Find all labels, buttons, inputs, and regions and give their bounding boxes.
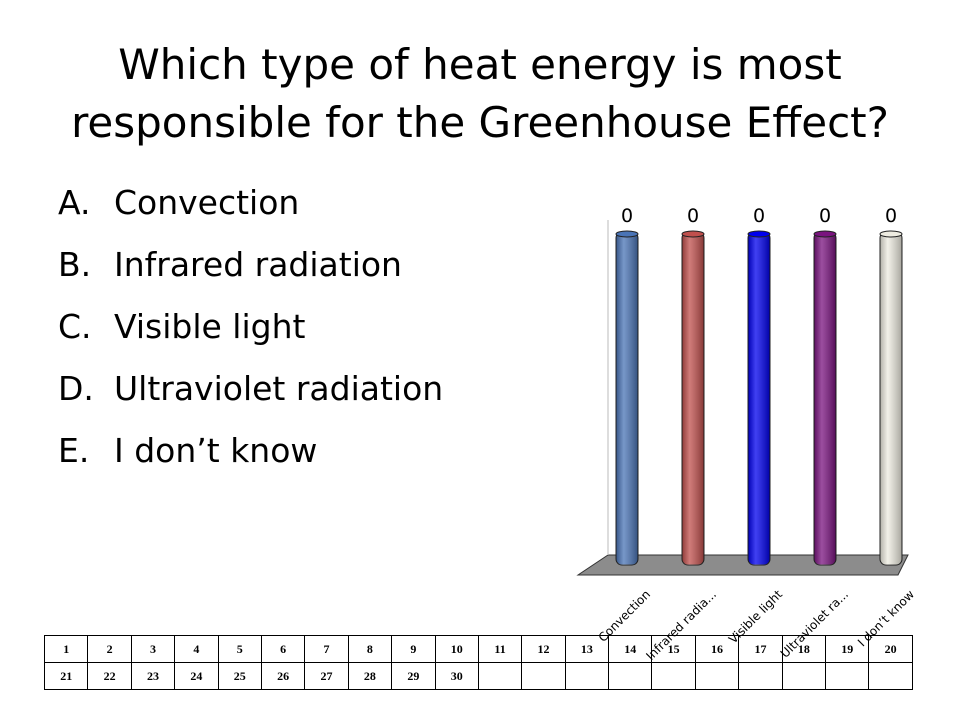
keypad-cell: 12 bbox=[521, 635, 566, 663]
keypad-cell: 13 bbox=[564, 635, 610, 663]
option-letter: A. bbox=[58, 183, 91, 222]
keypad-cell: 25 bbox=[217, 662, 262, 690]
keypad-cell: 11 bbox=[477, 635, 523, 663]
title-line-2: responsible for the Greenhouse Effect? bbox=[71, 98, 889, 147]
option-letter: E. bbox=[58, 431, 90, 470]
keypad-row-1: 1 2 3 4 5 6 7 8 9 10 11 12 13 14 15 16 17 18 19 20 bbox=[43, 635, 913, 663]
keypad-cell: 5 bbox=[217, 635, 262, 663]
keypad-cell: 27 bbox=[304, 662, 349, 690]
keypad-cell: 23 bbox=[130, 662, 176, 690]
option-b: B. Infrared radiation bbox=[58, 234, 443, 296]
keypad-cell bbox=[521, 662, 566, 690]
keypad-cell: 7 bbox=[304, 635, 349, 663]
option-d: D. Ultraviolet radiation bbox=[58, 358, 443, 420]
keypad-cell bbox=[564, 662, 610, 690]
chart-bar-shading bbox=[814, 232, 836, 565]
keypad-cell: 10 bbox=[434, 635, 479, 663]
keypad-cell: 28 bbox=[347, 662, 393, 690]
keypad-cell bbox=[825, 662, 870, 690]
keypad-cell bbox=[608, 662, 653, 690]
keypad-cell: 16 bbox=[694, 635, 740, 663]
bar-value-label: 0 bbox=[621, 205, 633, 227]
chart-bar-shading bbox=[682, 232, 704, 565]
keypad-cell: 22 bbox=[87, 662, 132, 690]
chart-bar-cap bbox=[747, 230, 771, 238]
keypad-cell: 29 bbox=[391, 662, 436, 690]
chart-bar-shading bbox=[748, 232, 770, 565]
option-text: Visible light bbox=[114, 307, 306, 346]
bar-value-label: 0 bbox=[885, 205, 897, 227]
option-letter: D. bbox=[58, 369, 94, 408]
keypad-cell: 30 bbox=[434, 662, 479, 690]
keypad-cell: 26 bbox=[260, 662, 306, 690]
option-e: E. I don’t know bbox=[58, 420, 443, 482]
keypad-cell: 14 bbox=[608, 635, 653, 663]
bar-value-label: 0 bbox=[819, 205, 831, 227]
slide-title: Which type of heat energy is most respon… bbox=[20, 36, 940, 152]
option-letter: B. bbox=[58, 245, 92, 284]
keypad-cell bbox=[477, 662, 523, 690]
keypad-cell bbox=[738, 662, 783, 690]
keypad-cell: 4 bbox=[174, 635, 219, 663]
keypad-cell: 18 bbox=[781, 635, 827, 663]
keypad-cell bbox=[781, 662, 827, 690]
option-letter: C. bbox=[58, 307, 92, 346]
keypad-cell: 19 bbox=[825, 635, 870, 663]
keypad-cell: 24 bbox=[174, 662, 219, 690]
chart-bar-shading bbox=[616, 232, 638, 565]
keypad-cell: 2 bbox=[87, 635, 132, 663]
title-line-1: Which type of heat energy is most bbox=[118, 40, 842, 89]
bar-value-label: 0 bbox=[687, 205, 699, 227]
keypad-cell bbox=[651, 662, 696, 690]
keypad-cell bbox=[868, 662, 913, 690]
option-text: I don’t know bbox=[114, 431, 318, 470]
keypad-cell: 8 bbox=[347, 635, 393, 663]
option-text: Infrared radiation bbox=[114, 245, 402, 284]
option-a: A. Convection bbox=[58, 172, 443, 234]
option-text: Convection bbox=[114, 183, 300, 222]
keypad-cell: 15 bbox=[651, 635, 696, 663]
keypad-cell: 20 bbox=[868, 635, 913, 663]
chart-bar-cap bbox=[879, 230, 903, 238]
keypad-row-2: 21 22 23 24 25 26 27 28 29 30 bbox=[43, 662, 913, 690]
option-text: Ultraviolet radiation bbox=[114, 369, 444, 408]
keypad-cell: 1 bbox=[43, 635, 89, 663]
keypad-cell: 21 bbox=[43, 662, 89, 690]
option-c: C. Visible light bbox=[58, 296, 443, 358]
chart-bar-shading bbox=[880, 232, 902, 565]
chart-bar-cap bbox=[813, 230, 837, 238]
keypad-cell: 9 bbox=[391, 635, 436, 663]
keypad-cell bbox=[694, 662, 740, 690]
chart-bar-cap bbox=[615, 230, 639, 238]
keypad-cell: 17 bbox=[738, 635, 783, 663]
bar-value-label: 0 bbox=[753, 205, 765, 227]
keypad-cell: 6 bbox=[260, 635, 306, 663]
answer-options: A. Convection B. Infrared radiation C. Visi… bbox=[58, 172, 443, 482]
chart-bar-cap bbox=[681, 230, 705, 238]
keypad-grid: 1 2 3 4 5 6 7 8 9 10 11 12 13 14 15 16 17 18 19 20 21 22 23 24… bbox=[43, 635, 913, 690]
keypad-cell: 3 bbox=[130, 635, 176, 663]
